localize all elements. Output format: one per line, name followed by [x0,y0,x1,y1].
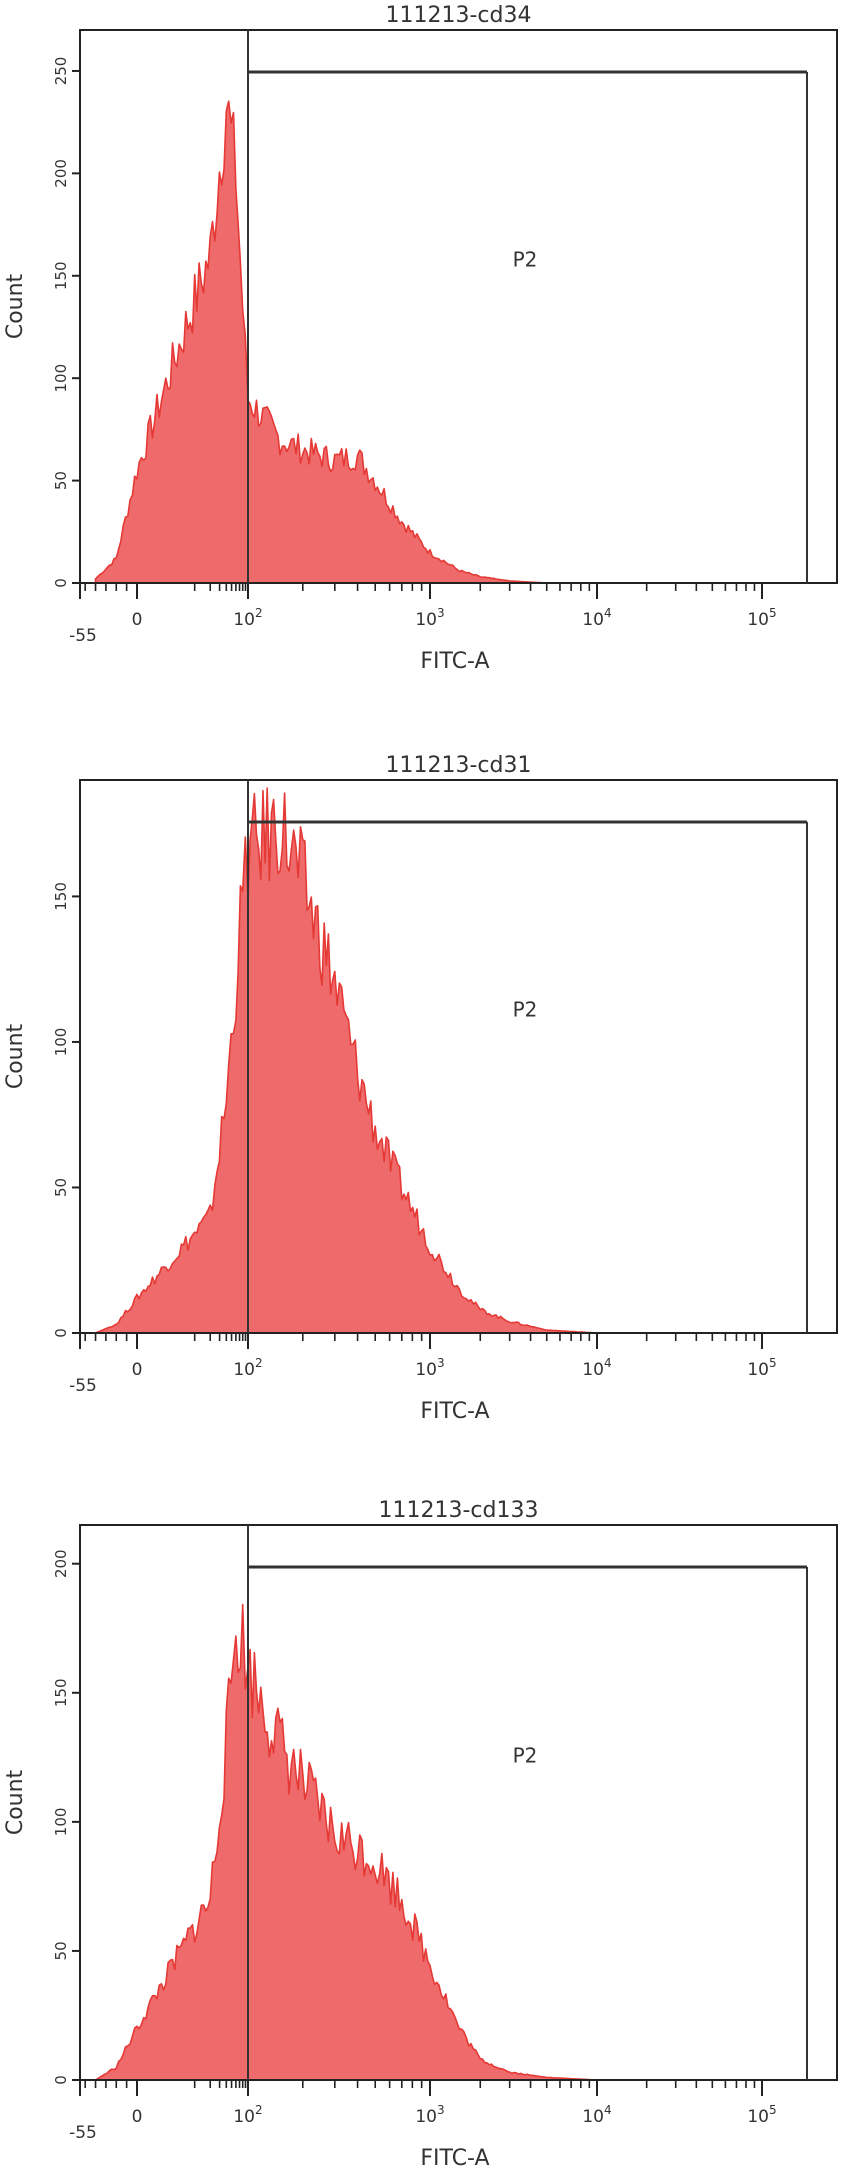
y-tick-label: 100 [52,364,70,393]
y-tick-label: 50 [52,1941,70,1960]
y-axis-label: Count [3,273,28,339]
x-tick-label: 0 [132,1360,143,1380]
x-tick-label: 104 [582,1356,611,1380]
x-tick-label: 104 [582,606,611,630]
x-tick-label: 105 [747,2103,776,2127]
y-tick-label: 0 [52,578,70,588]
plot-frame [79,779,838,1334]
x-tick-label: 0 [132,2107,143,2127]
x-tick-label: 103 [415,2103,444,2127]
y-axis-label: Count [3,1769,28,1835]
chart-title: 111213-cd31 [386,753,532,778]
x-axis-label: FITC-A [420,1399,489,1424]
histogram-panel: 111213-cd31 P2 0 50 100 150 Count -55 0 102 103 104… [3,753,838,1424]
y-tick-label: 200 [52,159,70,188]
chart-title: 111213-cd34 [386,3,532,28]
x-tick-label: 103 [415,1356,444,1380]
x-tick-label: -55 [69,626,97,646]
x-tick-label: 0 [132,610,143,630]
y-tick-label: 50 [52,471,70,490]
x-tick-label: 102 [233,606,262,630]
histogram-panel: 111213-cd34 P2 0 50 100 150 200 250 Count -55 0 102… [3,3,838,674]
y-tick-label: 100 [52,1808,70,1837]
histogram-area [94,1603,598,2081]
gate-p2: P2 [247,780,808,1333]
y-tick-label: 150 [52,261,70,290]
y-tick-label: 0 [52,2075,70,2085]
gate-p2: P2 [247,1525,808,2080]
plot-frame [79,29,838,584]
histogram-area [94,787,598,1334]
histogram-panel: 111213-cd133 P2 0 50 100 150 200 Count -55 0 102 10… [3,1498,838,2171]
histogram-area [94,100,598,584]
x-axis-label: FITC-A [420,649,489,674]
x-tick-label: 103 [415,606,444,630]
chart-title: 111213-cd133 [379,1498,539,1523]
y-tick-label: 50 [52,1178,70,1197]
gate-label: P2 [513,998,538,1022]
x-tick-label: -55 [69,2123,97,2143]
x-axis-label: FITC-A [420,2146,489,2171]
y-tick-label: 150 [52,882,70,911]
x-tick-label: 105 [747,1356,776,1380]
x-tick-label: 105 [747,606,776,630]
x-tick-label: 104 [582,2103,611,2127]
y-tick-label: 200 [52,1549,70,1578]
x-tick-label: -55 [69,1376,97,1396]
y-tick-label: 0 [52,1328,70,1338]
plot-frame [79,1524,838,2081]
x-tick-label: 102 [233,2103,262,2127]
y-tick-label: 150 [52,1678,70,1707]
y-tick-label: 100 [52,1028,70,1057]
gate-label: P2 [513,248,538,272]
gate-p2: P2 [247,30,808,583]
y-axis-label: Count [3,1023,28,1089]
y-tick-label: 250 [52,57,70,86]
gate-label: P2 [513,1744,538,1768]
x-tick-label: 102 [233,1356,262,1380]
